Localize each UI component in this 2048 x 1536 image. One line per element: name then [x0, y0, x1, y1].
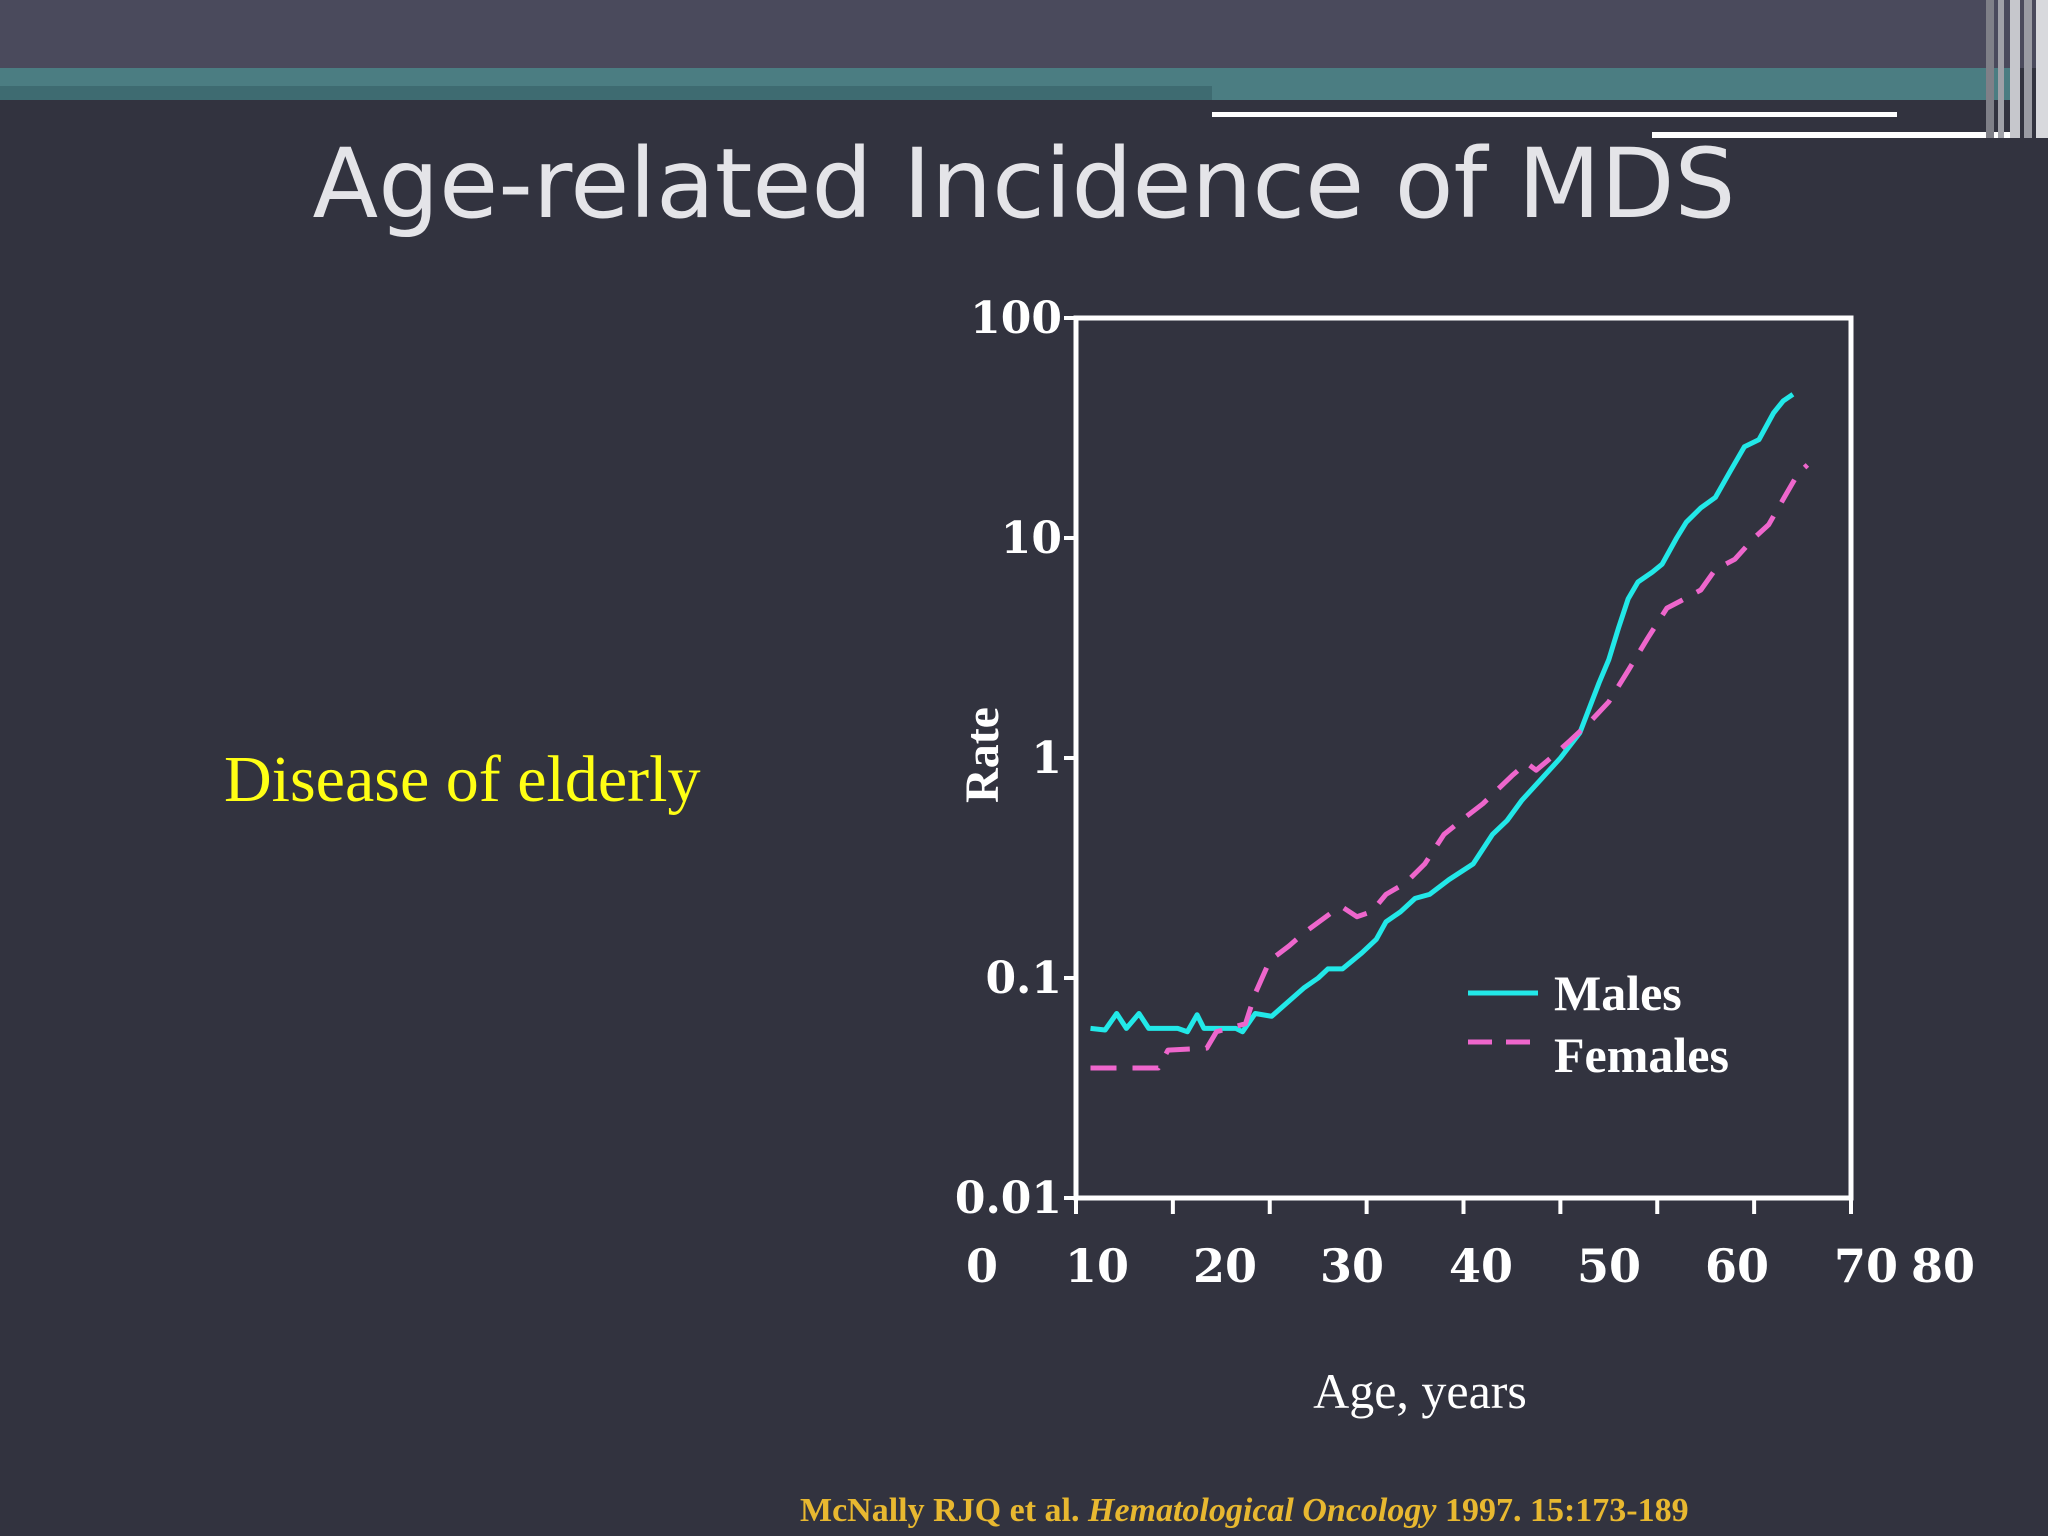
x-tick-label: 0: [966, 1239, 998, 1293]
teal-accent-shadow: [0, 86, 1212, 100]
y-tick-label: 0.01: [955, 1173, 1062, 1224]
edge-stripe: [2010, 0, 2020, 138]
accent-line-lower: [1652, 132, 2010, 138]
x-tick-label: 10: [1065, 1239, 1129, 1293]
edge-stripe: [1998, 0, 2004, 138]
y-tick-label: 0.1: [985, 953, 1062, 1004]
x-tick-label: 30: [1320, 1239, 1384, 1293]
legend-label-males: Males: [1554, 965, 1682, 1021]
citation-journal: Hematological Oncology: [1088, 1492, 1437, 1529]
x-tick-label: 20: [1193, 1239, 1257, 1293]
y-tick-label: 100: [970, 293, 1062, 344]
citation-details: 1997. 15:173-189: [1436, 1492, 1689, 1529]
edge-stripe: [2036, 0, 2048, 138]
citation-authors: McNally RJQ et al.: [800, 1492, 1088, 1529]
slide-title: Age-related Incidence of MDS: [312, 128, 1736, 240]
accent-line-upper: [1212, 112, 1897, 117]
x-tick-label: 80: [1911, 1239, 1975, 1293]
x-axis-label: Age, years: [1313, 1363, 1527, 1419]
x-tick-label: 40: [1449, 1239, 1513, 1293]
edge-stripe: [2024, 0, 2032, 138]
y-tick-label: 1: [1031, 733, 1062, 784]
top-banner: [0, 0, 2048, 68]
x-tick-label: 60: [1705, 1239, 1769, 1293]
series-line-males: [1090, 392, 1795, 1035]
x-tick-label: 50: [1577, 1239, 1641, 1293]
legend-label-females: Females: [1554, 1027, 1729, 1083]
x-tick-label: 70: [1834, 1239, 1898, 1293]
plot-frame: [1073, 315, 1854, 1201]
citation: McNally RJQ et al. Hematological Oncolog…: [800, 1492, 1689, 1530]
series-line-females: [1090, 463, 1810, 1071]
y-axis-label: Rate: [956, 707, 1009, 803]
y-tick-label: 10: [1001, 513, 1062, 564]
edge-stripe: [1986, 0, 1994, 138]
bullet-text: Disease of elderly: [224, 743, 701, 816]
series-layer: [1090, 392, 1810, 1071]
y-axis-ticks: 100 10 1 0.1 0.01: [955, 293, 1076, 1224]
x-axis-ticks: 0 10 20 30 40 50 60 70 80: [966, 1198, 1975, 1293]
legend: Males Females: [1468, 965, 1729, 1083]
